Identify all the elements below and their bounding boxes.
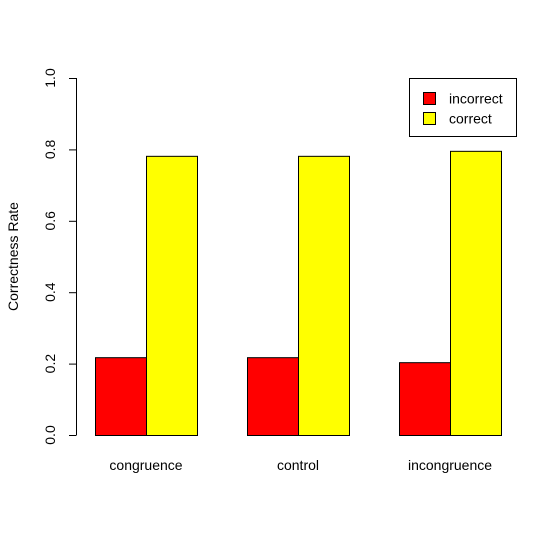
bar-incorrect-incongruence	[399, 362, 451, 436]
x-axis-labels: congruence control incongruence	[109, 457, 492, 473]
y-tick-label: 0.8	[42, 139, 58, 159]
bar-correct-congruence	[146, 155, 198, 437]
bar-correct-control	[298, 155, 350, 437]
legend: incorrect correct	[409, 78, 517, 137]
y-tick-label: 0.0	[42, 425, 58, 445]
legend-swatch-incorrect	[423, 92, 436, 105]
x-category-label: control	[277, 457, 319, 473]
legend-swatch-correct	[423, 112, 436, 125]
y-tick-label: 1.0	[42, 68, 58, 88]
y-axis: 0.0 0.2 0.4 0.6 0.8 1.0	[42, 68, 77, 445]
legend-label-incorrect: incorrect	[449, 91, 503, 107]
x-category-label: incongruence	[408, 457, 492, 473]
y-ticks: 0.0 0.2 0.4 0.6 0.8 1.0	[42, 68, 77, 445]
legend-label-correct: correct	[449, 111, 492, 127]
bar-incorrect-control	[247, 357, 299, 437]
y-axis-title: Correctness Rate	[5, 202, 21, 311]
bar-incorrect-congruence	[95, 357, 147, 437]
bar-correct-incongruence	[450, 150, 502, 436]
bars-layer	[95, 150, 502, 437]
legend-items: incorrect correct	[423, 91, 503, 127]
y-tick-label: 0.2	[42, 354, 58, 374]
x-category-label: congruence	[109, 457, 182, 473]
y-tick-label: 0.4	[42, 282, 58, 302]
legend-box	[409, 78, 517, 137]
y-tick-label: 0.6	[42, 211, 58, 231]
